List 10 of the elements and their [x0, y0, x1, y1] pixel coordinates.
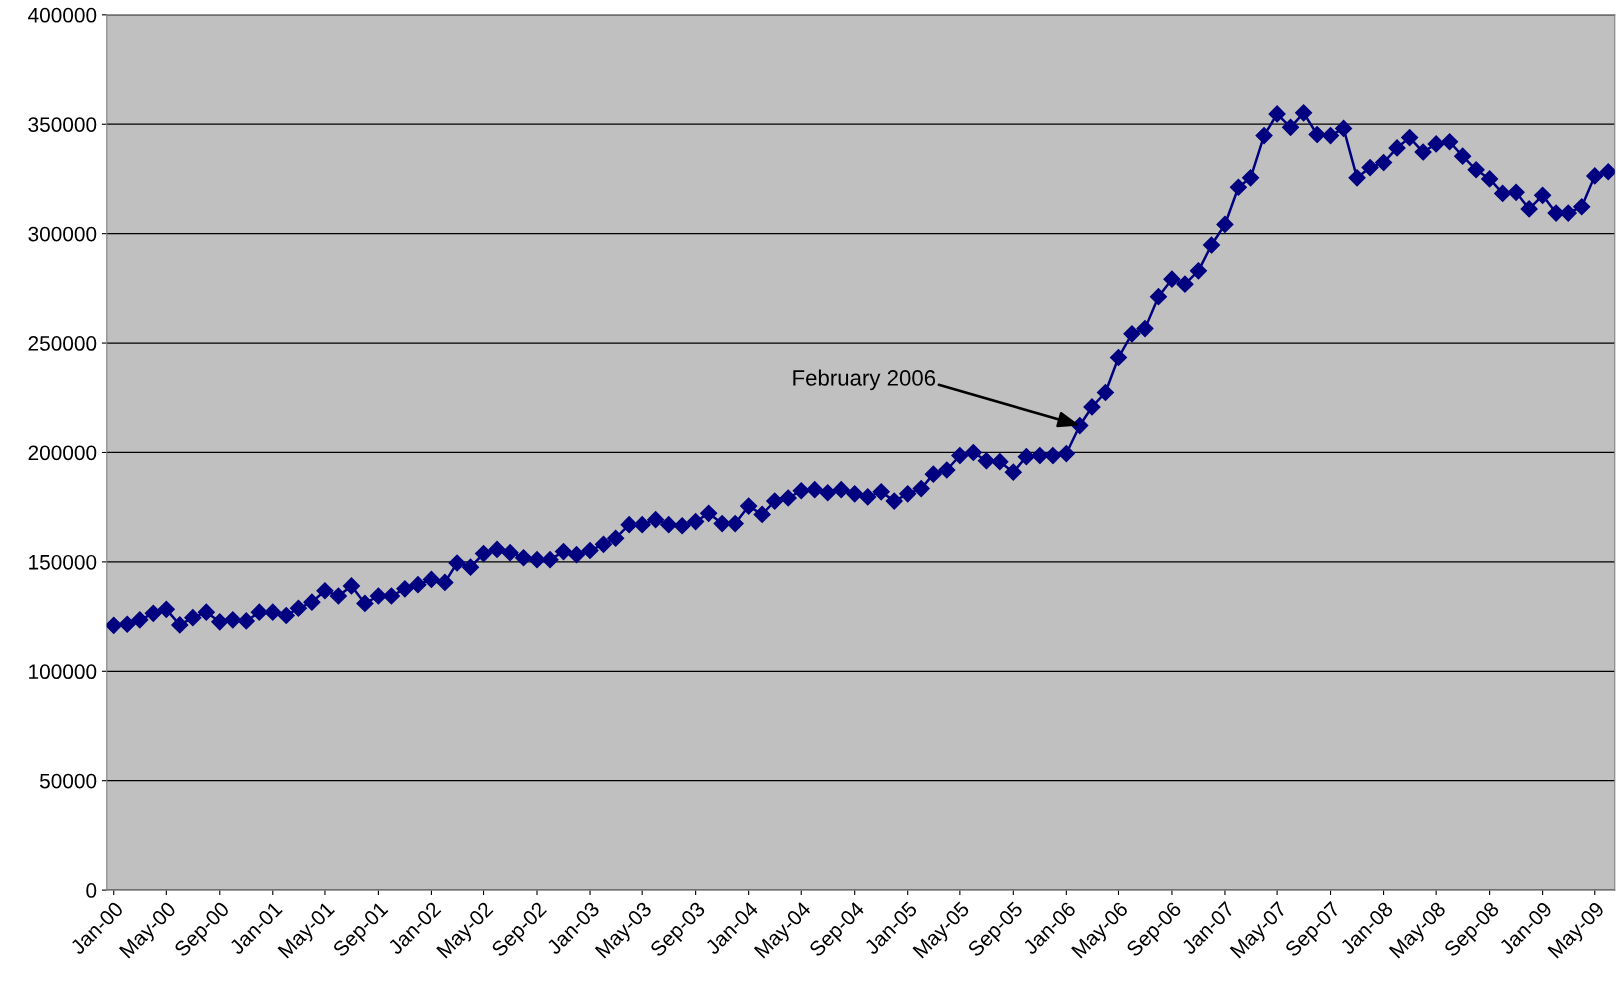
y-tick-label: 400000 [28, 7, 97, 23]
y-tick-label: 200000 [28, 445, 97, 461]
y-tick-label: 100000 [29, 664, 97, 680]
y-tick-label: 300000 [28, 226, 97, 242]
y-tick-label: 0 [86, 883, 97, 898]
annotation: February 2006 [793, 369, 936, 391]
y-tick-label: 250000 [28, 336, 97, 351]
y-tick-label: 350000 [28, 117, 97, 132]
y-tick-label: 50000 [39, 773, 97, 789]
y-tick-label: 150000 [29, 554, 97, 570]
